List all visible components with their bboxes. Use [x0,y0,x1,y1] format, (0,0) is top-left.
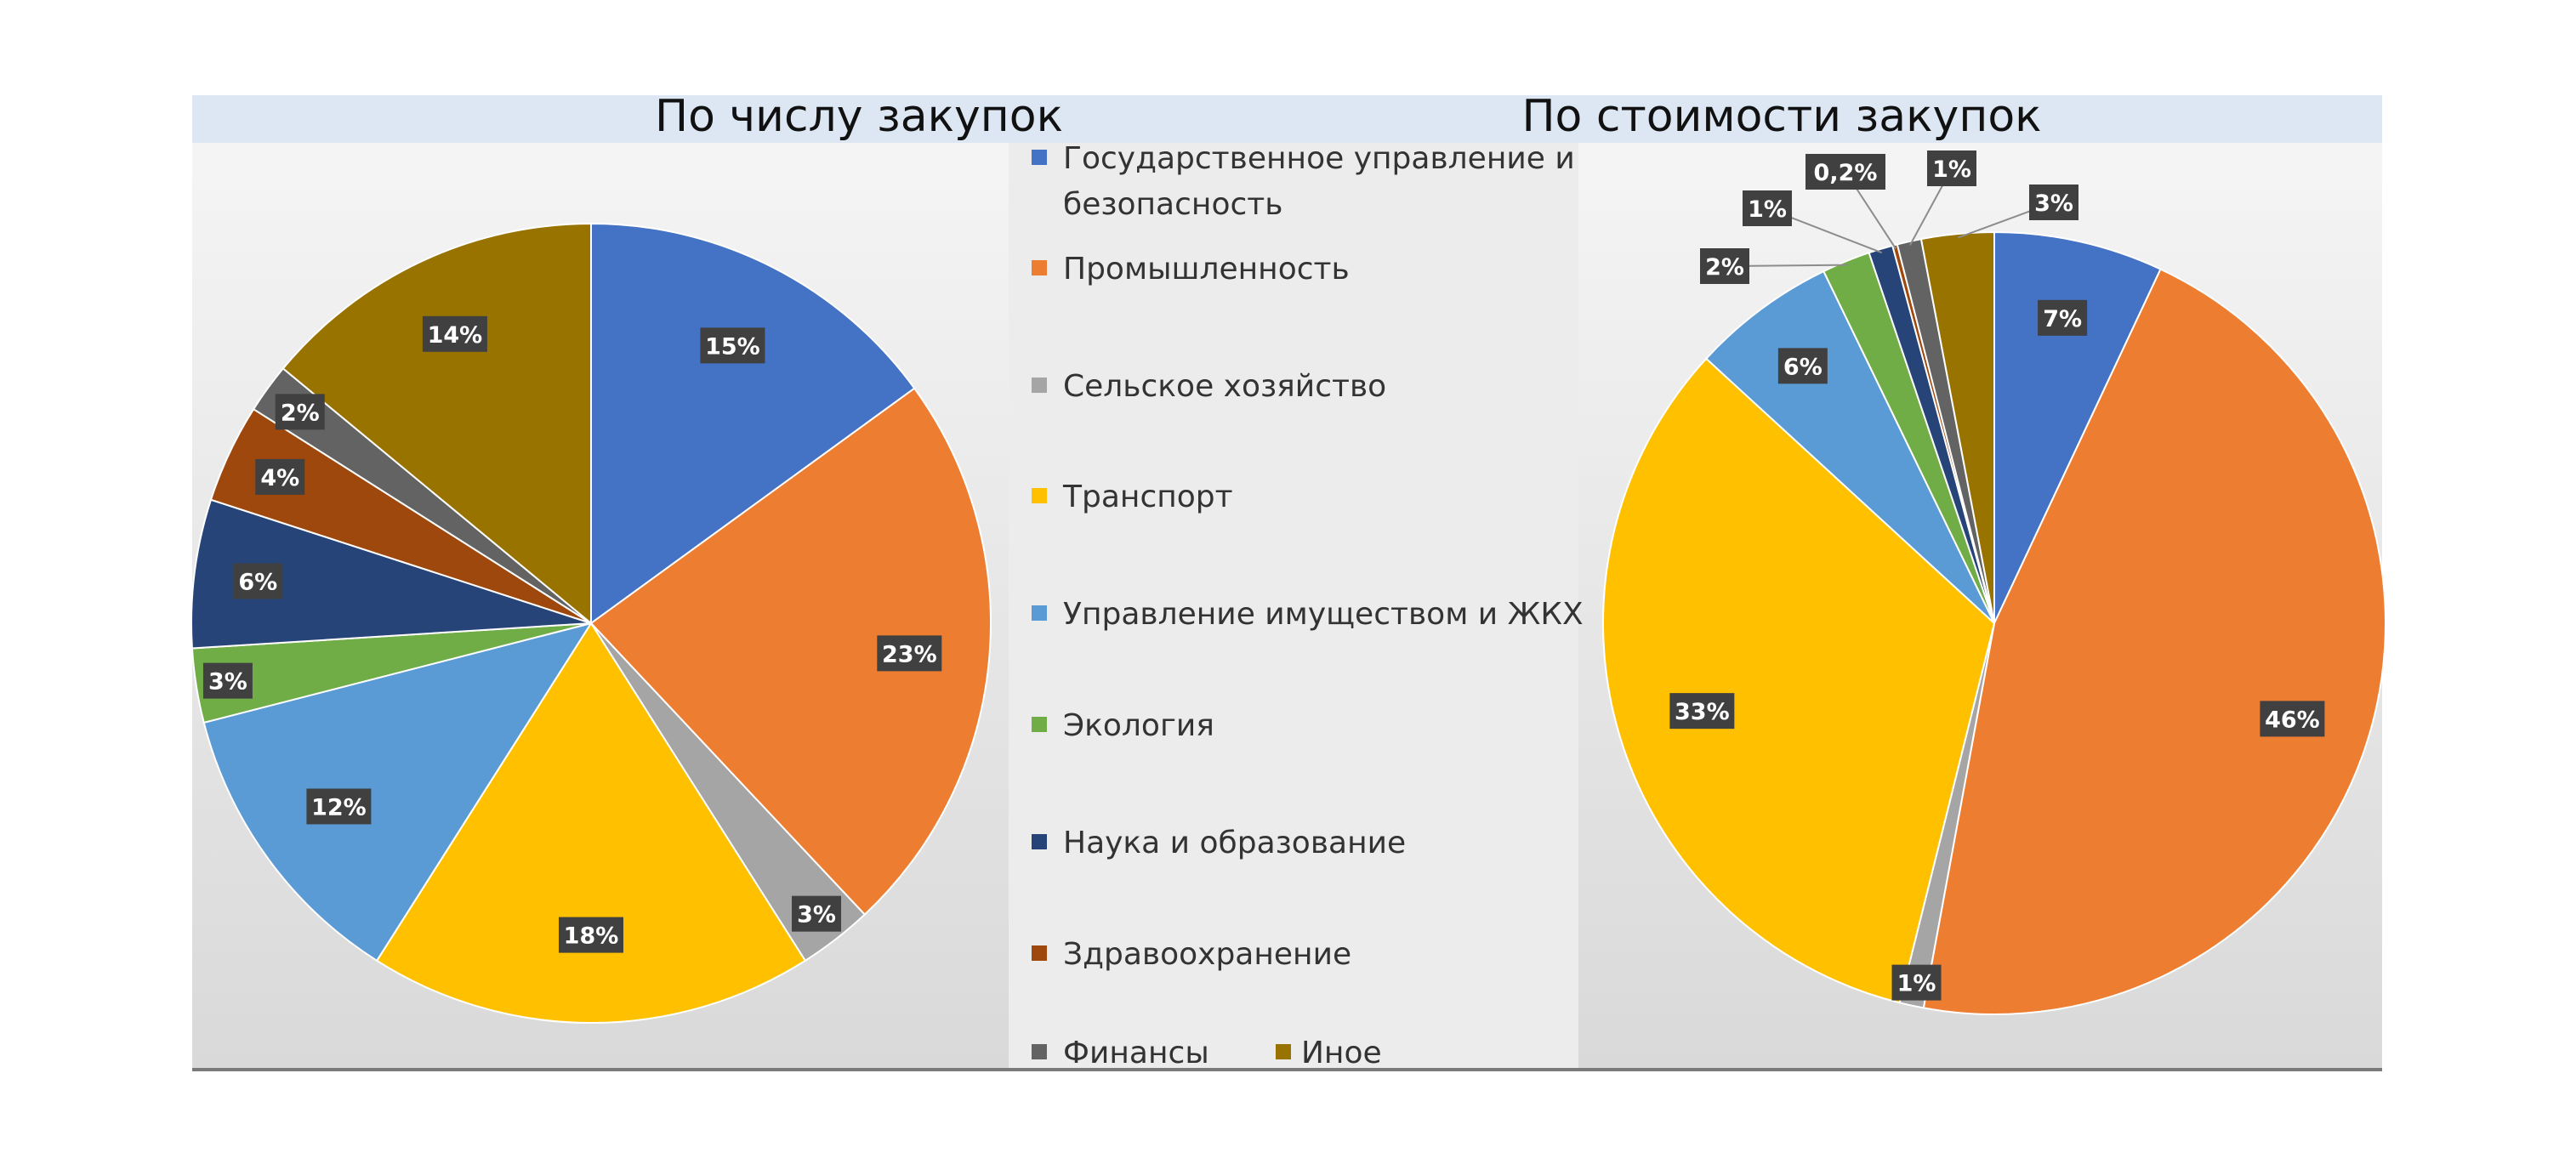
data-label-bg-count-health [255,458,305,495]
data-label-bg-count-transport [559,917,623,953]
legend-label-ecology: Экология [1063,708,1214,743]
pie-slice-cost-other [1919,230,1995,624]
data-label-cost-agriculture: 1% [1897,971,1936,997]
legend: Государственное управление и безопасност… [1032,141,1584,1070]
pie-chart-count [190,222,992,1024]
pie-slice-count-other [281,222,592,626]
pie-slice-cost-transport [1602,357,1996,1004]
legend-label-health: Здравоохранение [1063,937,1351,972]
data-label-cost-transport: 33% [1675,699,1730,725]
title-band [192,95,2382,143]
data-label-bg-cost-industry [2260,701,2325,737]
legend-swatch-transport [1032,488,1047,503]
pie-chart-cost [1602,230,2386,1015]
data-label-bg-count-science [233,563,283,599]
chart-title-cost: По стоимости закупок [1521,91,2041,142]
chart-title-count: По числу закупок [655,91,1063,142]
legend-label-industry: Промышленность [1063,252,1350,287]
pie-slice-cost-industry [1922,268,2386,1015]
pie-slice-count-property [202,622,594,962]
data-label-bg-cost-property [1777,348,1828,384]
data-labels-count: 15% 23% 3% 18% 12% 3% 6% 4% 2% 14% [202,315,942,953]
data-labels-cost: 7% 46% 1% 33% 6% 2% 1% 0,2% 1% 3% [1669,150,2325,1001]
pie-slice-count-gov [590,222,916,625]
data-label-count-other: 14% [428,322,483,349]
data-label-count-transport: 18% [564,923,619,950]
legend-label-finance: Финансы [1063,1036,1209,1070]
data-label-bg-cost-ecology [1700,248,1749,284]
legend-label-gov-line2: безопасность [1063,187,1282,222]
data-label-count-finance: 2% [281,400,320,426]
data-label-bg-count-industry [877,635,942,672]
data-label-bg-count-ecology [202,662,253,699]
data-label-cost-other: 3% [2034,190,2073,217]
legend-swatch-gov [1032,150,1047,165]
data-label-bg-count-gov [700,327,765,364]
legend-swatch-other [1276,1044,1291,1059]
data-label-cost-ecology: 2% [1705,254,1744,281]
data-label-cost-industry: 46% [2265,707,2320,733]
data-label-bg-cost-finance [1927,150,1976,186]
legend-panel [1009,140,1578,1071]
data-label-count-health: 4% [260,465,299,491]
data-label-bg-count-other [422,315,487,352]
pie-slice-count-science [190,498,592,650]
data-label-bg-cost-agriculture [1891,964,1942,1001]
data-label-count-property: 12% [311,794,367,820]
data-label-cost-health: 0,2% [1814,160,1878,186]
pie-slice-count-industry [589,387,992,917]
data-label-count-agriculture: 3% [797,902,836,928]
data-label-cost-property: 6% [1783,354,1823,380]
data-label-cost-finance: 1% [1932,156,1971,183]
legend-label-gov: Государственное управление и [1063,141,1575,176]
legend-swatch-ecology [1032,717,1047,732]
pie-slice-count-transport [375,622,807,1024]
data-label-cost-gov: 7% [2043,306,2082,332]
legend-swatch-property [1032,605,1047,621]
legend-swatch-health [1032,945,1047,961]
data-label-bg-count-property [306,788,372,825]
bottom-border [192,1068,2382,1071]
legend-label-property: Управление имуществом и ЖКХ [1063,597,1584,632]
data-label-cost-science: 1% [1748,196,1787,223]
legend-label-agriculture: Сельское хозяйство [1063,369,1386,404]
data-label-bg-cost-transport [1669,693,1735,730]
data-label-bg-count-finance [275,394,325,430]
legend-swatch-finance [1032,1044,1047,1059]
legend-swatch-science [1032,834,1047,849]
data-label-count-science: 6% [238,570,277,596]
data-label-count-ecology: 3% [208,669,247,696]
legend-label-other: Иное [1301,1036,1382,1070]
data-label-bg-cost-health [1805,154,1885,190]
data-label-bg-cost-gov [2038,299,2088,336]
legend-label-science: Наука и образование [1063,826,1406,860]
data-label-bg-count-agriculture [792,895,842,932]
legend-swatch-agriculture [1032,378,1047,393]
data-label-count-industry: 23% [882,641,937,667]
legend-label-transport: Транспорт [1062,480,1233,514]
pie-slice-cost-gov [1993,230,2162,624]
legend-swatch-industry [1032,260,1047,275]
data-label-bg-cost-science [1743,190,1792,226]
data-label-count-gov: 15% [705,333,760,360]
data-label-bg-cost-other [2029,185,2078,220]
